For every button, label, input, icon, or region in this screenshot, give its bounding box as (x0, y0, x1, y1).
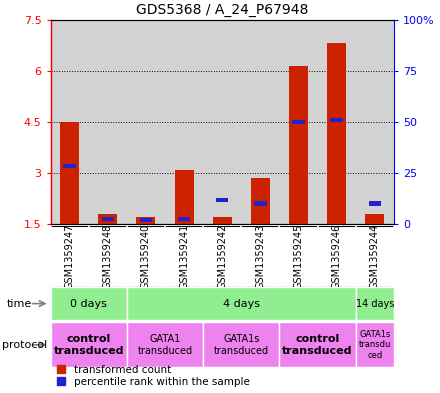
Text: GATA1
transduced: GATA1 transduced (137, 334, 193, 356)
Text: GSM1359245: GSM1359245 (293, 224, 304, 289)
Bar (216, 198, 228, 202)
Text: GATA1s
transdu
ced: GATA1s transdu ced (359, 330, 391, 360)
Bar (292, 119, 304, 124)
Text: protocol: protocol (2, 340, 48, 350)
Bar (254, 201, 267, 206)
Bar (279, 322, 356, 367)
Bar (178, 217, 190, 221)
Text: time: time (7, 299, 32, 309)
Bar (356, 322, 394, 367)
Text: 4 days: 4 days (223, 299, 260, 309)
Bar (251, 178, 270, 224)
Title: GDS5368 / A_24_P67948: GDS5368 / A_24_P67948 (136, 3, 308, 17)
Bar (63, 164, 76, 168)
Text: GATA1s
transduced: GATA1s transduced (214, 334, 269, 356)
Legend: transformed count, percentile rank within the sample: transformed count, percentile rank withi… (56, 364, 250, 388)
Bar (140, 218, 152, 222)
Bar (102, 217, 114, 221)
Text: GSM1359243: GSM1359243 (255, 224, 265, 289)
Text: 14 days: 14 days (356, 299, 394, 309)
Text: GSM1359242: GSM1359242 (217, 224, 227, 289)
Bar (51, 322, 127, 367)
Text: control
transduced: control transduced (54, 334, 124, 356)
Bar (203, 322, 279, 367)
Text: GSM1359241: GSM1359241 (179, 224, 189, 289)
Bar (330, 118, 343, 122)
Bar (327, 44, 346, 224)
Text: GSM1359244: GSM1359244 (370, 224, 380, 289)
Bar (289, 66, 308, 224)
Bar (60, 122, 79, 224)
Bar (175, 169, 194, 224)
Bar (127, 287, 356, 320)
Bar (51, 287, 127, 320)
Text: GSM1359246: GSM1359246 (332, 224, 341, 289)
Bar (356, 287, 394, 320)
Text: GSM1359247: GSM1359247 (65, 224, 75, 289)
Text: 0 days: 0 days (70, 299, 107, 309)
Bar (136, 217, 155, 224)
Bar (369, 201, 381, 206)
Bar (213, 217, 232, 224)
Bar (127, 322, 203, 367)
Text: GSM1359240: GSM1359240 (141, 224, 151, 289)
Text: GSM1359248: GSM1359248 (103, 224, 113, 289)
Bar (98, 214, 117, 224)
Bar (365, 214, 384, 224)
Text: control
transduced: control transduced (282, 334, 353, 356)
